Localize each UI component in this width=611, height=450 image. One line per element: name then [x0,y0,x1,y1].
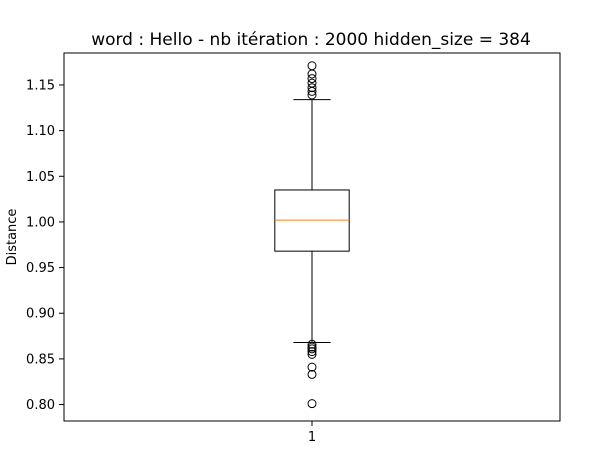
outlier-point [307,339,317,349]
outlier-point [307,344,317,354]
y-tick-label: 0.80 [26,398,55,413]
x-tick-label: 1 [308,430,316,445]
outlier-point [307,362,317,372]
y-tick-label: 0.90 [26,307,55,322]
y-tick-label: 0.85 [26,352,55,367]
outlier-point [307,61,317,71]
outlier-point [307,83,317,93]
outlier-point [307,78,317,88]
outlier-point [307,86,317,96]
outlier-point [307,347,317,357]
y-tick-label: 1.05 [26,170,55,185]
y-axis-label: Distance [5,209,20,266]
outlier-point [307,369,317,379]
outlier-point [307,399,317,409]
outlier-point [307,69,317,79]
chart-marks: 0.80 0.85 0.90 0.95 1.00 1.05 1.10 1.15 1 [26,61,350,445]
y-tick-label: 1.00 [26,215,55,230]
y-tick-label: 1.15 [26,78,55,93]
chart-title: word : Hello - nb itération : 2000 hidde… [91,30,531,50]
outlier-point [307,90,317,100]
y-tick-label: 1.10 [26,124,55,139]
outlier-point [307,74,317,84]
outlier-point [307,349,317,359]
y-tick-label: 0.95 [26,261,55,276]
